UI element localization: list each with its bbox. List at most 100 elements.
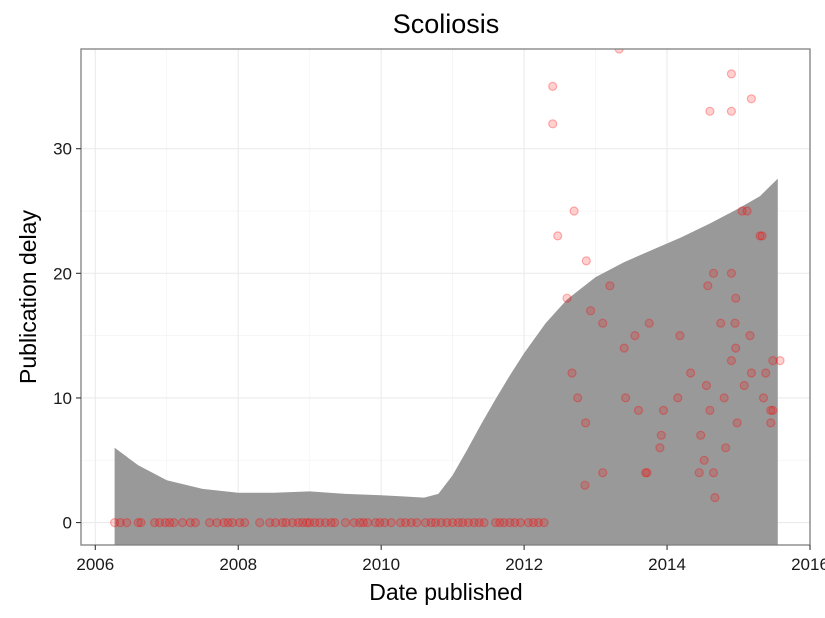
data-point — [358, 517, 368, 528]
data-point — [548, 119, 558, 129]
data-point — [726, 268, 737, 278]
data-point — [768, 405, 778, 415]
data-point — [642, 468, 652, 478]
data-point — [701, 380, 712, 391]
data-point — [614, 49, 624, 54]
data-point — [298, 517, 308, 528]
data-point — [277, 517, 288, 528]
data-point — [633, 405, 644, 415]
data-point — [255, 517, 265, 528]
data-point — [523, 517, 534, 528]
data-point — [573, 393, 583, 403]
data-point — [739, 380, 749, 391]
data-point — [370, 517, 381, 528]
data-point — [235, 517, 245, 528]
y-tick-label: 0 — [63, 514, 72, 533]
data-point — [580, 418, 591, 428]
data-point — [515, 517, 526, 528]
data-point — [490, 517, 501, 528]
data-point — [757, 231, 767, 241]
data-point — [726, 69, 737, 79]
data-point — [426, 517, 436, 528]
data-point — [406, 517, 416, 528]
data-point — [567, 368, 577, 378]
chart-title: Scoliosis — [393, 9, 500, 39]
data-point — [755, 231, 765, 241]
data-point — [320, 517, 330, 528]
data-point — [656, 430, 666, 440]
data-point — [528, 517, 539, 528]
data-point — [293, 517, 303, 528]
data-point — [585, 306, 596, 316]
data-point — [363, 517, 373, 528]
x-tick-label: 2010 — [362, 555, 400, 574]
data-point — [766, 418, 776, 428]
data-point — [581, 256, 591, 266]
data-point — [731, 343, 741, 353]
data-point — [412, 517, 422, 528]
data-point — [463, 517, 473, 528]
data-point — [721, 443, 731, 453]
data-point — [479, 517, 489, 528]
data-point — [330, 517, 340, 528]
data-point — [499, 517, 509, 528]
data-point — [160, 517, 170, 528]
data-point — [190, 517, 200, 528]
data-point — [185, 517, 195, 528]
data-point — [420, 517, 431, 528]
data-point — [620, 393, 631, 403]
x-axis-title: Date published — [369, 579, 522, 605]
data-point — [705, 106, 715, 116]
data-point — [768, 356, 778, 366]
data-point — [605, 281, 615, 291]
data-point — [553, 231, 563, 241]
data-point — [177, 517, 188, 528]
data-point — [133, 517, 143, 528]
data-point — [696, 430, 706, 440]
data-point — [165, 517, 175, 528]
data-point — [315, 517, 325, 528]
data-point — [430, 517, 441, 528]
data-point — [227, 517, 238, 528]
data-point — [732, 418, 742, 428]
data-point — [265, 517, 275, 528]
x-tick-label: 2012 — [505, 555, 543, 574]
data-point — [699, 455, 709, 465]
data-point — [442, 517, 452, 528]
data-point — [569, 206, 579, 216]
data-point — [761, 368, 771, 378]
data-point — [212, 517, 222, 528]
data-point — [716, 318, 726, 328]
data-point — [562, 293, 572, 303]
x-tick-label: 2008 — [219, 555, 257, 574]
smooth-confidence-band — [114, 178, 778, 545]
x-tick-label: 2006 — [76, 555, 114, 574]
data-point — [326, 517, 336, 528]
data-point — [775, 356, 785, 366]
data-point — [150, 517, 160, 528]
data-point — [458, 517, 468, 528]
data-point — [474, 517, 484, 528]
data-point — [505, 517, 515, 528]
data-point — [710, 493, 720, 503]
data-point — [115, 517, 125, 528]
data-point — [109, 517, 120, 528]
y-axis-title: Publication delay — [15, 210, 41, 384]
data-point — [380, 517, 390, 528]
data-point — [644, 318, 654, 328]
data-point — [539, 517, 549, 528]
data-point — [745, 331, 755, 341]
data-point — [758, 393, 769, 403]
data-point — [533, 517, 544, 528]
data-point — [281, 517, 291, 528]
data-point — [675, 331, 685, 341]
data-point — [619, 343, 629, 353]
x-tick-label: 2016 — [791, 555, 825, 574]
data-point — [305, 517, 315, 528]
data-point — [136, 517, 146, 528]
data-point — [731, 293, 741, 303]
data-point — [708, 468, 719, 478]
data-point — [288, 517, 298, 528]
data-point — [270, 517, 280, 528]
